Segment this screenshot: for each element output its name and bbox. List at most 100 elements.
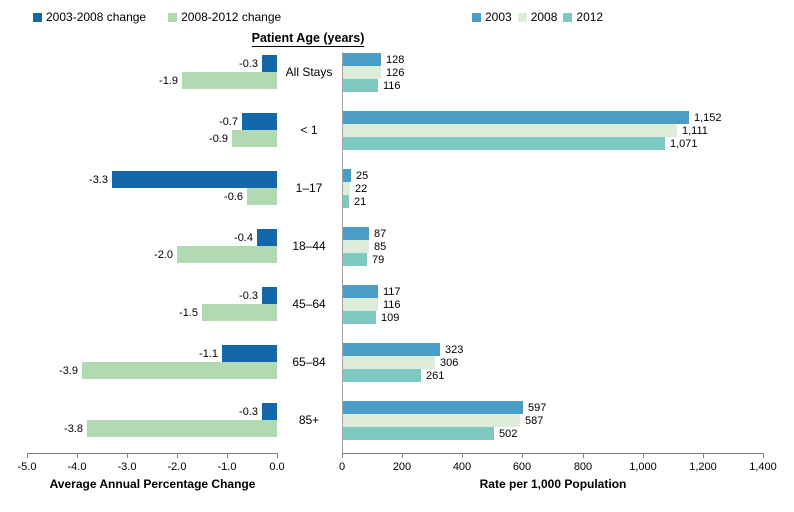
left-x-axis: -5.0 -4.0 -3.0 -2.0 -1.0 0.0 — [18, 453, 285, 483]
axis-tick-label: 0.0 — [269, 461, 285, 473]
value-label-2012: 109 — [381, 311, 400, 324]
bar-2003 — [343, 169, 351, 182]
axis-tick-label: 400 — [452, 461, 472, 473]
bar-2012 — [343, 195, 349, 208]
bar-2008-2012-change — [177, 246, 277, 263]
category-row: -0.3 -1.9 All Stays 128 126 116 — [0, 50, 794, 108]
category-label: 18–44 — [292, 239, 326, 253]
bar-2003-2008-change — [112, 171, 277, 188]
legend-item: 2012 — [563, 10, 603, 24]
bar-2003-2008-change — [262, 55, 277, 72]
value-label-2003: 87 — [374, 227, 387, 240]
left-panel-row: -0.3 -1.9 — [27, 50, 277, 108]
value-label-2008: 126 — [386, 66, 405, 79]
left-panel-row: -3.3 -0.6 — [27, 166, 277, 224]
value-label-2012: 1,071 — [670, 137, 698, 150]
value-label-2008-2012-change: -0.6 — [224, 190, 243, 203]
axis-tick-label: -5.0 — [17, 461, 37, 473]
bar-2003-2008-change — [222, 345, 277, 362]
bar-2008-2012-change — [82, 362, 277, 379]
legend-swatch — [517, 12, 527, 22]
axis-tick — [763, 454, 764, 458]
legend-swatch — [33, 12, 42, 22]
axis-tick — [127, 454, 128, 458]
bar-2003-2008-change — [262, 287, 277, 304]
legend-item: 2003-2008 change — [33, 10, 146, 24]
right-x-axis: 0 200 400 600 800 1,000 1,200 1,400 — [339, 453, 777, 483]
legend-swatch — [168, 12, 178, 22]
axis-tick-label: -3.0 — [117, 461, 137, 473]
right-panel-row: 323 306 261 — [343, 340, 791, 398]
axis-tick — [522, 454, 523, 458]
bar-2012 — [343, 253, 367, 266]
category-label: 1–17 — [295, 181, 323, 195]
axis-tick-label: 600 — [512, 461, 532, 473]
value-label-2008-2012-change: -3.8 — [64, 422, 83, 435]
value-label-2003: 597 — [528, 401, 547, 414]
right-panel-row: 25 22 21 — [343, 166, 791, 224]
value-label-2008: 85 — [374, 240, 387, 253]
legend-swatch — [563, 12, 573, 22]
category-label: All Stays — [285, 65, 333, 79]
left-panel-row: -0.7 -0.9 — [27, 108, 277, 166]
axis-tick-label: -2.0 — [167, 461, 187, 473]
value-label-2012: 116 — [383, 79, 401, 92]
bar-2003-2008-change — [257, 229, 277, 246]
right-panel-row: 87 85 79 — [343, 224, 791, 282]
axis-tick-label: 800 — [573, 461, 593, 473]
right-panel-row: 597 587 502 — [343, 398, 791, 456]
bar-2003 — [343, 343, 440, 356]
category-label: < 1 — [300, 123, 318, 137]
bar-2008 — [343, 356, 435, 369]
value-label-2012: 21 — [354, 195, 367, 208]
left-panel-row: -0.3 -1.5 — [27, 282, 277, 340]
panel-separator-line — [342, 52, 343, 453]
axis-tick-label: -4.0 — [67, 461, 87, 473]
legend-label: 2012 — [576, 10, 604, 24]
bar-2012 — [343, 311, 376, 324]
axis-tick — [583, 454, 584, 458]
left-panel-row: -0.3 -3.8 — [27, 398, 277, 456]
right-axis-title: Rate per 1,000 Population — [479, 477, 627, 491]
category-row: -0.4 -2.0 18–44 87 85 79 — [0, 224, 794, 282]
legend-label: 2008 — [530, 10, 558, 24]
axis-tick — [27, 454, 28, 458]
bar-2008 — [343, 414, 520, 427]
axis-tick — [462, 454, 463, 458]
bar-2008 — [343, 182, 350, 195]
value-label-2008: 306 — [440, 356, 459, 369]
legend-label: 2008-2012 change — [181, 10, 282, 24]
axis-tick-label: 1,200 — [689, 461, 717, 473]
value-label-2003-2008-change: -3.3 — [89, 173, 108, 186]
value-label-2008: 1,111 — [682, 124, 708, 137]
axis-tick — [643, 454, 644, 458]
value-label-2008-2012-change: -1.9 — [159, 74, 178, 87]
bar-2012 — [343, 137, 665, 150]
left-axis-title: Average Annual Percentage Change — [49, 477, 256, 491]
value-label-2008: 116 — [383, 298, 401, 311]
axis-tick-label: 200 — [392, 461, 412, 473]
value-label-2012: 79 — [372, 253, 385, 266]
category-label: 45–64 — [292, 297, 326, 311]
right-panel-row: 117 116 109 — [343, 282, 791, 340]
value-label-2003-2008-change: -0.3 — [239, 289, 258, 302]
value-label-2008: 22 — [355, 182, 368, 195]
value-label-2003: 25 — [356, 169, 369, 182]
category-label: 65–84 — [292, 355, 326, 369]
bar-2008 — [343, 240, 369, 253]
value-label-2003: 128 — [386, 53, 405, 66]
bar-2008-2012-change — [247, 188, 277, 205]
legend-swatch — [472, 12, 481, 22]
legend-item: 2008-2012 change — [168, 10, 281, 24]
right-legend: 2003 2008 2012 — [472, 10, 603, 24]
axis-tick — [177, 454, 178, 458]
category-row: -0.7 -0.9 < 1 1,152 1,111 1,071 — [0, 108, 794, 166]
value-label-2003: 323 — [445, 343, 464, 356]
value-label-2003-2008-change: -0.7 — [219, 115, 238, 128]
value-label-2003: 1,152 — [694, 111, 722, 124]
axis-tick-label: 0 — [338, 461, 346, 473]
center-title-wrap: Patient Age (years) — [240, 29, 376, 47]
bar-2003 — [343, 53, 381, 66]
value-label-2003-2008-change: -0.3 — [239, 405, 258, 418]
bar-2008-2012-change — [202, 304, 277, 321]
